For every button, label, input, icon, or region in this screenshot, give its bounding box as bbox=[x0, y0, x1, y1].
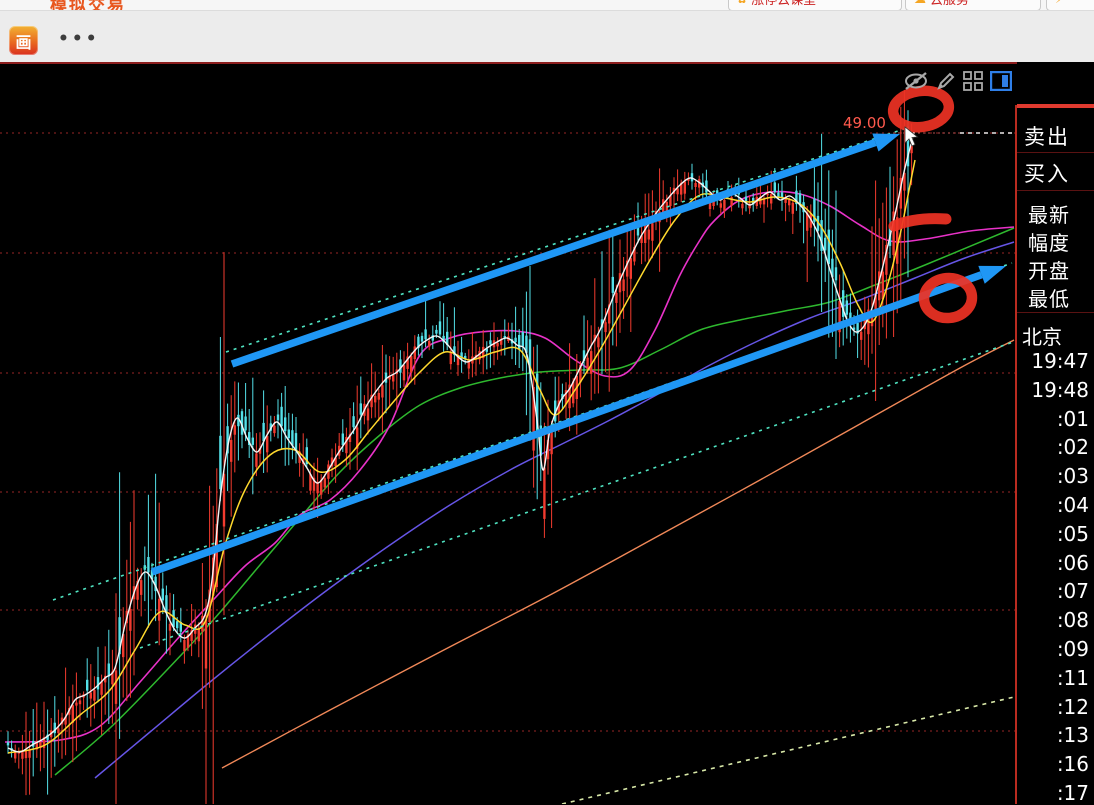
title-bar: 模拟交易 ✿ 涨停云课堂 ☁ 云服务 ⚡ bbox=[0, 0, 1094, 11]
quote-sidebar: 卖出 买入 最新幅度开盘最低 北京 19:47 19:48 :01 :02 :03 :04… bbox=[1017, 62, 1094, 805]
separator bbox=[1017, 312, 1094, 313]
cloud-service-button[interactable]: ☁ 云服务 bbox=[905, 0, 1041, 10]
quote-field-label: 开盘 bbox=[1028, 259, 1070, 283]
chart-top-divider bbox=[0, 62, 1094, 64]
trend-arrow-annotation bbox=[150, 271, 983, 576]
red-dash-annotation bbox=[888, 213, 952, 232]
red-circle-annotation bbox=[918, 272, 978, 324]
time-axis-label: :09 bbox=[1056, 637, 1089, 661]
ma-line-violet bbox=[94, 241, 1015, 779]
time-axis-label: :08 bbox=[1056, 608, 1089, 633]
time-axis-label: :02 bbox=[1056, 435, 1089, 460]
paint-tool-icon[interactable]: 画 bbox=[9, 26, 38, 55]
app-title: 模拟交易 bbox=[50, 0, 126, 11]
time-axis-label: :16 bbox=[1056, 752, 1089, 777]
ma-line-magenta bbox=[4, 190, 1015, 743]
buy-button[interactable]: 买入 bbox=[1024, 162, 1070, 186]
quick-action-button[interactable]: ⚡ bbox=[1046, 0, 1094, 10]
sidebar-red-bar bbox=[1017, 104, 1094, 108]
time-axis-label: :01 bbox=[1056, 406, 1089, 431]
trend-arrow-annotation bbox=[230, 138, 877, 368]
trend-arrow-head bbox=[978, 265, 1006, 284]
chart-canvas[interactable]: 49.00 bbox=[0, 62, 1017, 804]
ma-line-white bbox=[7, 131, 915, 753]
trend-arrow-head bbox=[872, 133, 900, 152]
time-axis-label: :07 bbox=[1056, 579, 1089, 604]
time-axis-label: :04 bbox=[1056, 493, 1089, 517]
time-axis-label: :11 bbox=[1056, 665, 1089, 690]
lightning-icon: ⚡ bbox=[1055, 0, 1063, 6]
quote-field-label: 最新 bbox=[1028, 203, 1070, 227]
time-axis-label: :13 bbox=[1056, 723, 1089, 748]
cloud-service-label: 云服务 bbox=[930, 0, 970, 8]
separator bbox=[1017, 190, 1094, 191]
mouse-cursor bbox=[904, 126, 919, 147]
quote-field-label: 最低 bbox=[1028, 287, 1070, 311]
separator bbox=[1017, 152, 1094, 153]
time-axis-label: :05 bbox=[1056, 521, 1089, 546]
red-circle-annotation bbox=[887, 85, 955, 133]
time-axis-label: 19:47 bbox=[1031, 349, 1089, 373]
sidebar-red-divider bbox=[1015, 105, 1017, 804]
time-axis-label: 19:48 bbox=[1031, 377, 1089, 402]
timezone-label: 北京 bbox=[1022, 325, 1062, 349]
main-area: 49.00 卖出 买入 最新幅度开盘最低 北京 bbox=[0, 62, 1094, 805]
support-dotted-yellow-line bbox=[561, 696, 1015, 804]
channel-upper-dotted-line bbox=[225, 126, 911, 353]
time-axis-label: :03 bbox=[1056, 464, 1089, 489]
cloud-classroom-label: 涨停云课堂 bbox=[751, 0, 817, 8]
gear-star-icon: ✿ bbox=[737, 0, 747, 6]
time-axis-label: :12 bbox=[1056, 694, 1089, 719]
hide-drawings-eye-icon[interactable] bbox=[903, 71, 929, 91]
paint-glyph: 画 bbox=[15, 32, 32, 52]
candlestick-chart[interactable]: 49.00 bbox=[0, 62, 1017, 804]
chart-tools bbox=[903, 68, 1013, 94]
time-axis-label: :17 bbox=[1056, 781, 1089, 805]
ma-line-orange bbox=[221, 339, 1015, 769]
ma-line-yellow bbox=[7, 159, 916, 754]
more-menu-button[interactable]: ••• bbox=[58, 29, 100, 49]
channel-mid-dotted-line bbox=[52, 262, 1013, 601]
grid-layout-icon[interactable] bbox=[963, 71, 983, 91]
candle-bodies bbox=[6, 126, 913, 759]
pencil-draw-icon[interactable] bbox=[936, 71, 956, 91]
time-axis-label: :06 bbox=[1056, 550, 1089, 575]
panel-layout-icon[interactable] bbox=[990, 71, 1012, 91]
cloud-bell-icon: ☁ bbox=[914, 0, 926, 6]
toolbar: 画 ••• bbox=[0, 11, 1094, 62]
price-label: 49.00 bbox=[843, 114, 886, 132]
sell-button[interactable]: 卖出 bbox=[1024, 125, 1070, 149]
ma-line-green bbox=[54, 227, 1015, 776]
cloud-classroom-button[interactable]: ✿ 涨停云课堂 bbox=[728, 0, 902, 10]
quote-field-label: 幅度 bbox=[1028, 231, 1070, 255]
channel-lower-dotted-line bbox=[139, 340, 1017, 649]
